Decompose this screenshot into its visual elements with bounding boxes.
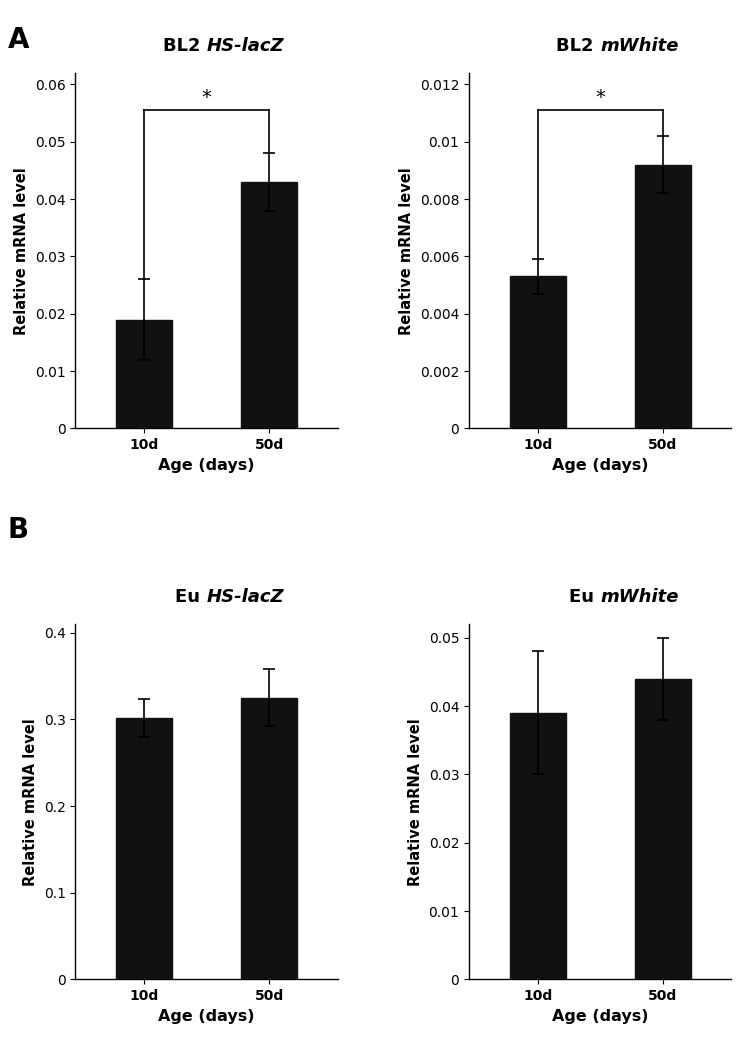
Bar xyxy=(116,718,172,979)
Text: B: B xyxy=(8,516,29,544)
Y-axis label: Relative mRNA level: Relative mRNA level xyxy=(408,718,423,886)
Text: Eu: Eu xyxy=(569,588,600,606)
Text: mWhite: mWhite xyxy=(600,38,679,55)
Y-axis label: Relative mRNA level: Relative mRNA level xyxy=(14,167,29,334)
Text: mWhite: mWhite xyxy=(600,588,679,606)
Text: HS-lacZ: HS-lacZ xyxy=(207,38,284,55)
X-axis label: Age (days): Age (days) xyxy=(158,1009,255,1023)
Text: HS-lacZ: HS-lacZ xyxy=(207,588,284,606)
Text: Eu: Eu xyxy=(176,588,207,606)
X-axis label: Age (days): Age (days) xyxy=(158,457,255,473)
Text: *: * xyxy=(201,88,212,106)
Text: BL2: BL2 xyxy=(163,38,207,55)
Text: BL2: BL2 xyxy=(556,38,600,55)
Bar xyxy=(241,698,297,979)
Bar xyxy=(116,320,172,428)
Bar xyxy=(510,713,566,979)
Y-axis label: Relative mRNA level: Relative mRNA level xyxy=(23,718,38,886)
X-axis label: Age (days): Age (days) xyxy=(552,457,648,473)
Y-axis label: Relative mRNA level: Relative mRNA level xyxy=(399,167,414,334)
X-axis label: Age (days): Age (days) xyxy=(552,1009,648,1023)
Bar xyxy=(635,678,691,979)
Text: *: * xyxy=(595,88,605,106)
Bar xyxy=(635,165,691,428)
Bar xyxy=(510,276,566,428)
Bar xyxy=(241,182,297,428)
Text: A: A xyxy=(8,26,29,54)
